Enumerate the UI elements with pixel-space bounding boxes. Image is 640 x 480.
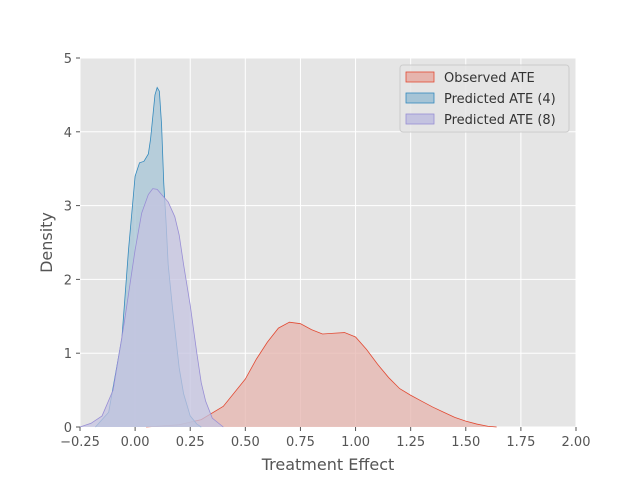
x-tick-label: 0.50 bbox=[231, 435, 260, 450]
y-tick-label: 2 bbox=[64, 273, 72, 288]
y-tick-label: 0 bbox=[64, 421, 72, 436]
x-tick-label: 2.00 bbox=[562, 435, 591, 450]
x-tick-label: 1.00 bbox=[341, 435, 370, 450]
x-tick-label: 0.00 bbox=[121, 435, 150, 450]
legend-swatch-3 bbox=[405, 113, 435, 125]
series-layer bbox=[79, 86, 497, 428]
legend-swatch-1 bbox=[405, 71, 435, 83]
y-axis-label: Density bbox=[37, 212, 56, 273]
series-area-3 bbox=[80, 188, 224, 427]
axes-layer: −0.25 0.00 0.25 0.50 0.75 1.00 1.25 1.50 1.75 2.0… bbox=[60, 52, 590, 450]
x-axis-label: Treatment Effect bbox=[261, 455, 395, 474]
legend-label-1: Observed ATE bbox=[444, 71, 535, 86]
y-tick-label: 5 bbox=[64, 52, 72, 67]
legend-box bbox=[399, 64, 570, 133]
y-tick-label: 4 bbox=[64, 126, 72, 141]
y-tick-label: 1 bbox=[64, 347, 72, 362]
legend-label-2: Predicted ATE (4) bbox=[444, 92, 556, 107]
x-tick-label: 0.25 bbox=[176, 435, 205, 450]
legend-label-3: Predicted ATE (8) bbox=[444, 113, 556, 128]
x-tick-label: 1.25 bbox=[396, 435, 425, 450]
series-line-3 bbox=[79, 188, 224, 428]
x-tick-label: 0.75 bbox=[286, 435, 315, 450]
x-tick-label: 1.50 bbox=[451, 435, 480, 450]
series-line-1 bbox=[146, 321, 497, 428]
legend-swatch-2 bbox=[405, 92, 435, 104]
x-tick-label: 1.75 bbox=[506, 435, 535, 450]
legend: Observed ATE Predicted ATE (4) Predicted A… bbox=[399, 64, 570, 133]
series-area-1 bbox=[146, 322, 497, 427]
x-tick-label: −0.25 bbox=[60, 435, 100, 450]
y-tick-label: 3 bbox=[64, 200, 72, 215]
